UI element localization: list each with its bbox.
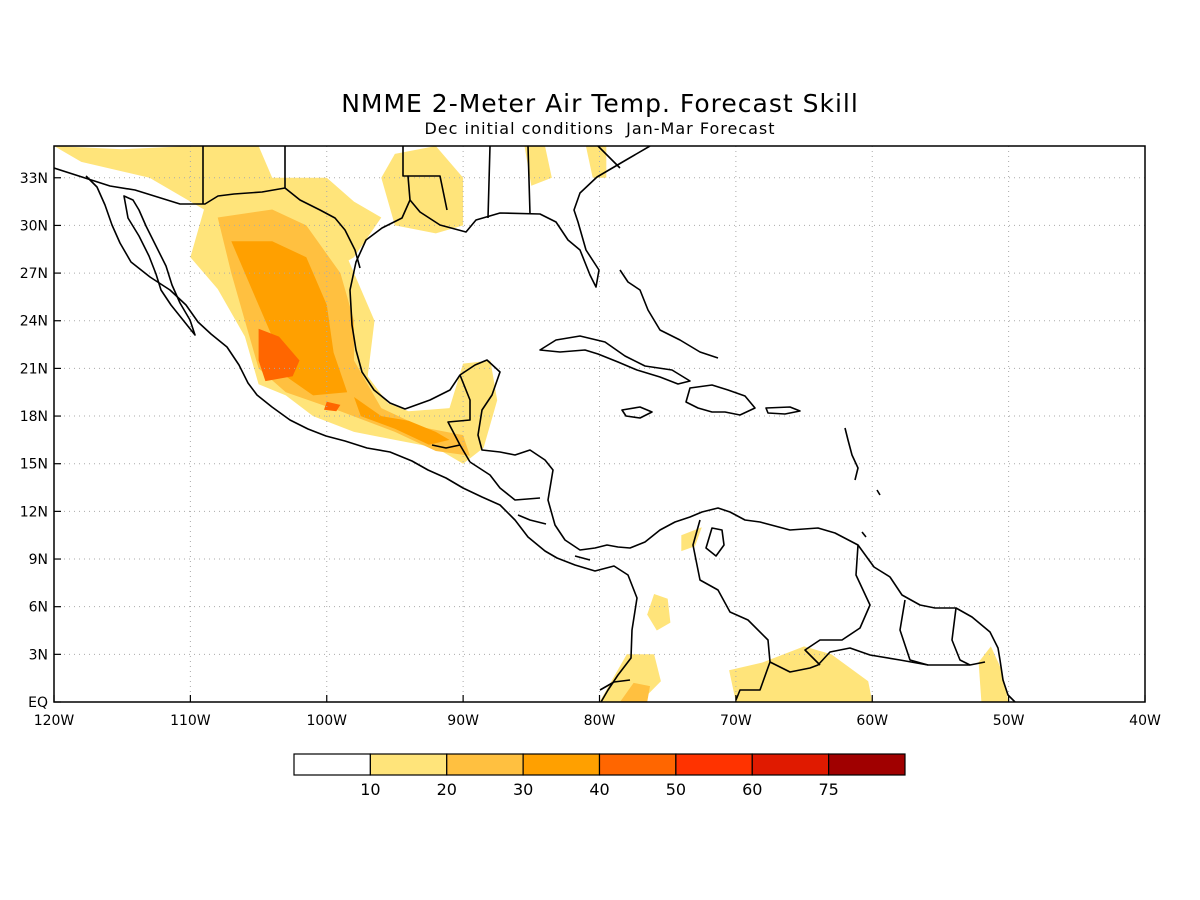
map-subtitle: Dec initial conditions Jan-Mar Forecast — [424, 119, 775, 138]
colorbar-swatch — [522, 753, 601, 776]
lat-tick-label: 33N — [20, 171, 48, 187]
lon-tick-label: 120W — [34, 713, 75, 729]
skill-region-us-southeast — [524, 146, 552, 186]
lat-tick-label: 21N — [20, 361, 48, 377]
map-title: NMME 2-Meter Air Temp. Forecast Skill — [341, 89, 859, 118]
guatemala-border — [431, 444, 461, 449]
baja-peninsula — [123, 195, 196, 336]
lat-tick-label: 24N — [20, 314, 48, 330]
lat-tick-label: 12N — [20, 504, 48, 520]
colorbar-label: 75 — [818, 780, 838, 799]
lon-tick-label: 90W — [447, 713, 479, 729]
lon-tick-label: 60W — [856, 713, 888, 729]
colorbar-label: 60 — [742, 780, 762, 799]
pacific-coastline — [85, 175, 638, 702]
suriname-guiana-border — [951, 607, 971, 666]
venezuela-guyana-border — [804, 544, 871, 666]
lat-tick-label: 30N — [20, 218, 48, 234]
skill-region-colombia-west — [647, 594, 671, 631]
colorbar-swatch — [751, 753, 830, 776]
skill-region-amazon-central — [729, 646, 873, 702]
colombia-ecuador-border — [599, 679, 631, 691]
lake-maracaibo — [705, 527, 725, 557]
lat-tick-label: EQ — [28, 695, 48, 711]
skill-region-mexico-peak-2 — [324, 401, 341, 412]
lon-tick-label: 70W — [720, 713, 752, 729]
skill-region-amazon-west-core — [620, 682, 650, 702]
colorbar-label: 50 — [666, 780, 686, 799]
lesser-antilles — [844, 427, 881, 538]
guyana-suriname-border — [899, 599, 929, 666]
lon-tick-label: 80W — [584, 713, 616, 729]
lat-tick-label: 3N — [29, 647, 48, 663]
yucatan-border — [447, 374, 471, 463]
skill-shading-layer — [54, 146, 1009, 702]
lon-tick-label: 110W — [170, 713, 211, 729]
skill-region-mexico-south — [354, 397, 450, 445]
lat-tick-label: 9N — [29, 552, 48, 568]
colombia-venezuela-border — [692, 519, 771, 701]
colorbar-legend: 10 20 30 40 50 60 75 — [293, 753, 906, 799]
lon-tick-label: 50W — [993, 713, 1025, 729]
colorbar-label: 40 — [589, 780, 609, 799]
jamaica — [621, 406, 653, 419]
gridlines — [54, 146, 1145, 702]
colorbar-label: 10 — [360, 780, 380, 799]
colorbar-swatch — [369, 753, 448, 776]
brazil-border — [769, 647, 986, 673]
colorbar-swatch — [293, 753, 371, 776]
skill-region-colombia-north — [681, 527, 702, 552]
colorbar-label: 30 — [513, 780, 533, 799]
colorbar-swatch — [598, 753, 677, 776]
colorbar-swatch — [675, 753, 753, 776]
lat-tick-label: 18N — [20, 409, 48, 425]
nicaragua-border — [517, 514, 547, 525]
coastlines-and-borders — [54, 146, 1016, 702]
panama-border — [574, 555, 591, 561]
us-gulf-and-florida — [409, 146, 651, 288]
lat-tick-label: 15N — [20, 457, 48, 473]
puerto-rico — [765, 406, 801, 415]
colorbar-label: 20 — [437, 780, 457, 799]
skill-region-amazon-east — [978, 646, 1009, 702]
skill-region-mexico-inner — [231, 241, 348, 396]
us-state-lines — [202, 146, 621, 219]
lat-tick-label: 6N — [29, 600, 48, 616]
skill-region-us-southeast-2 — [585, 146, 607, 178]
colorbar-swatch — [828, 753, 906, 776]
colorbar-swatch — [446, 753, 524, 776]
lat-tick-label: 27N — [20, 266, 48, 282]
skill-region-us-gulf-coast — [381, 146, 464, 234]
hispaniola — [685, 384, 756, 416]
bahamas — [619, 269, 719, 359]
lon-tick-label: 40W — [1129, 713, 1161, 729]
us-mexico-border — [54, 167, 361, 269]
gulf-coastline — [349, 175, 1016, 702]
axis-ticks: 120W 110W 100W 90W 80W 70W 60W 50W 40W EQ 3N 6N 9N 12… — [20, 171, 1161, 729]
honduras-border — [469, 461, 541, 501]
lon-tick-label: 100W — [306, 713, 347, 729]
cuba — [539, 335, 691, 385]
